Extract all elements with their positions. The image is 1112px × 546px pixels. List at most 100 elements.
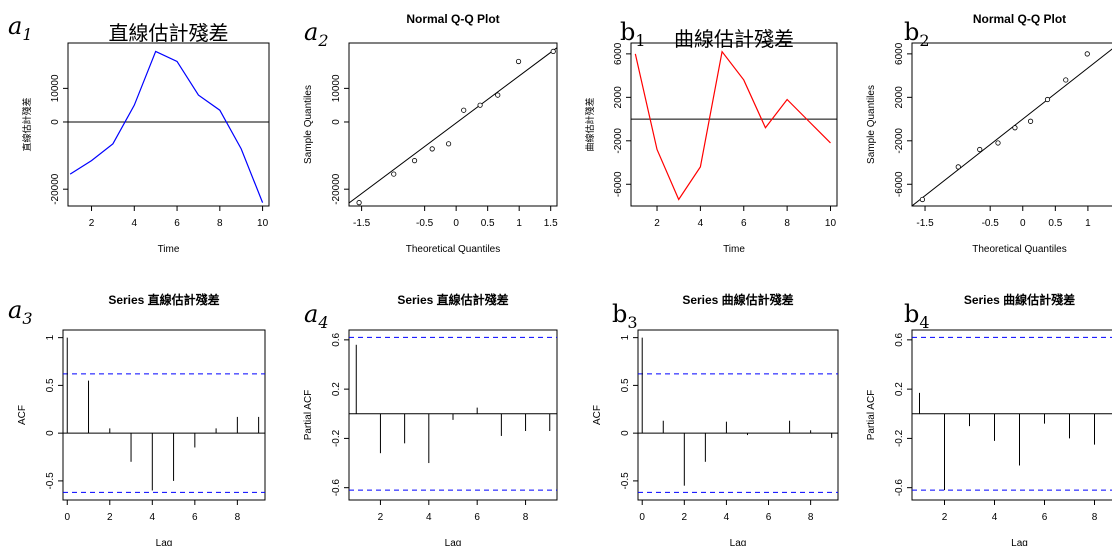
qq-point <box>1084 51 1090 57</box>
x-tick-label: 8 <box>784 218 790 229</box>
panel-a1: a1 直線估計殘差 2 4 6 8 10 -20000 0 10000 Time 直線估計殘差 <box>8 12 270 255</box>
x-tick-label: 2 <box>89 218 95 229</box>
panel-label-a4: a4 <box>304 300 329 332</box>
panel-label-subscript: 4 <box>317 313 328 332</box>
x-tick-label: 4 <box>724 512 730 523</box>
panel-title: Series 曲線估計殘差 <box>682 292 793 307</box>
y-axis-label: ACF <box>17 405 28 425</box>
x-axis-label: Lag <box>445 538 462 546</box>
y-tick-label: 0 <box>50 119 61 125</box>
y-tick-label: 1 <box>620 334 631 340</box>
x-tick-label: 8 <box>1092 512 1098 523</box>
x-tick-label: 6 <box>766 512 772 523</box>
x-tick-label: 4 <box>698 218 704 229</box>
x-tick-label: -0.5 <box>982 218 1000 229</box>
y-tick-label: -0.2 <box>894 429 905 447</box>
qq-reference-line <box>912 48 1112 206</box>
y-tick-label: 10000 <box>331 74 342 102</box>
y-tick-label: -20000 <box>331 173 342 205</box>
x-axis-label: Theoretical Quantiles <box>972 244 1067 255</box>
y-axis-label: Sample Quantiles <box>866 85 877 164</box>
plot-frame <box>911 42 1112 207</box>
qq-point <box>919 196 926 203</box>
y-tick-label: 0 <box>620 430 631 436</box>
x-tick-label: 4 <box>150 512 156 523</box>
plot-frame <box>348 329 558 501</box>
x-tick-label: 0 <box>639 512 645 523</box>
x-axis-label: Theoretical Quantiles <box>406 244 501 255</box>
y-tick-label: 0.2 <box>894 382 905 396</box>
residual-line <box>69 50 264 203</box>
qq-point <box>356 200 362 206</box>
plot-frame <box>911 329 1112 501</box>
x-tick-label: 6 <box>192 512 198 523</box>
panel-label-b4: b4 <box>904 300 930 332</box>
panel-label-subscript: 2 <box>919 31 929 50</box>
qq-point <box>429 146 435 152</box>
x-tick-label: 2 <box>654 218 660 229</box>
panel-label-letter: a <box>8 12 22 40</box>
panel-label-subscript: 1 <box>22 25 32 44</box>
x-tick-label: 0 <box>64 512 70 523</box>
y-tick-label: -20000 <box>50 173 61 205</box>
qq-reference-line <box>349 47 557 204</box>
x-tick-label: 2 <box>107 512 113 523</box>
y-tick-label: 2000 <box>613 86 624 109</box>
qq-point <box>461 107 467 113</box>
y-tick-label: 0 <box>45 430 56 436</box>
plot-area <box>631 50 837 201</box>
y-tick-label: 6000 <box>894 42 905 65</box>
qq-point <box>1063 77 1069 83</box>
panel-label-b1: b1 <box>620 18 646 50</box>
x-tick-label: 0 <box>1020 218 1026 229</box>
qq-point <box>1044 96 1051 103</box>
y-tick-label: 6000 <box>613 42 624 65</box>
y-tick-label: -0.5 <box>45 472 56 490</box>
qq-point <box>955 164 961 170</box>
y-tick-label: 10000 <box>50 74 61 102</box>
panel-label-letter: b <box>904 18 919 46</box>
plot-area <box>68 50 269 203</box>
x-tick-label: 6 <box>474 512 480 523</box>
x-tick-label: 4 <box>992 512 998 523</box>
y-tick-label: -6000 <box>613 171 624 197</box>
panel-b1: b1 曲線估計殘差 2 4 6 8 10 -6000 -2000 2000 6000 Time 曲線估計… <box>584 18 838 255</box>
plot-frame <box>67 42 270 207</box>
y-axis-label: Partial ACF <box>303 390 314 441</box>
panel-title: Normal Q-Q Plot <box>973 12 1066 26</box>
y-axis-label: 直線估計殘差 <box>21 97 32 151</box>
x-tick-label: 8 <box>235 512 241 523</box>
panel-label-letter: b <box>620 18 635 46</box>
plot-frame <box>637 329 839 501</box>
panel-title: 直線估計殘差 <box>109 21 229 45</box>
y-axis-label: 曲線估計殘差 <box>584 97 595 151</box>
x-tick-label: 2 <box>942 512 948 523</box>
qq-point <box>477 102 483 108</box>
x-tick-label: 10 <box>257 218 269 229</box>
x-axis-label: Time <box>158 244 180 255</box>
panel-label-a2: a2 <box>304 18 329 50</box>
x-tick-label: 2 <box>682 512 688 523</box>
y-axis-label: Partial ACF <box>866 390 877 441</box>
plot-frame <box>630 42 838 207</box>
x-tick-label: 8 <box>217 218 223 229</box>
x-tick-label: 0.5 <box>481 218 495 229</box>
y-tick-label: 0.2 <box>331 382 342 396</box>
y-tick-label: 0.5 <box>620 378 631 392</box>
panel-label-subscript: 2 <box>317 31 328 50</box>
panel-title: Series 曲線估計殘差 <box>964 292 1075 307</box>
y-tick-label: 0 <box>331 119 342 125</box>
y-tick-label: -2000 <box>613 128 624 154</box>
x-tick-label: -1.5 <box>916 218 934 229</box>
plot-area <box>349 47 557 206</box>
panel-title: Series 直線估計殘差 <box>397 292 508 307</box>
plot-area <box>912 336 1112 491</box>
x-axis-label: Lag <box>730 538 747 546</box>
qq-point <box>391 171 397 177</box>
x-axis-label: Lag <box>156 538 173 546</box>
panel-label-a1: a1 <box>8 12 33 44</box>
panel-a3: a3 Series 直線估計殘差 0 2 4 6 8 -0.5 0 0.5 1 Lag ACF <box>8 292 266 546</box>
y-tick-label: -0.5 <box>620 472 631 490</box>
